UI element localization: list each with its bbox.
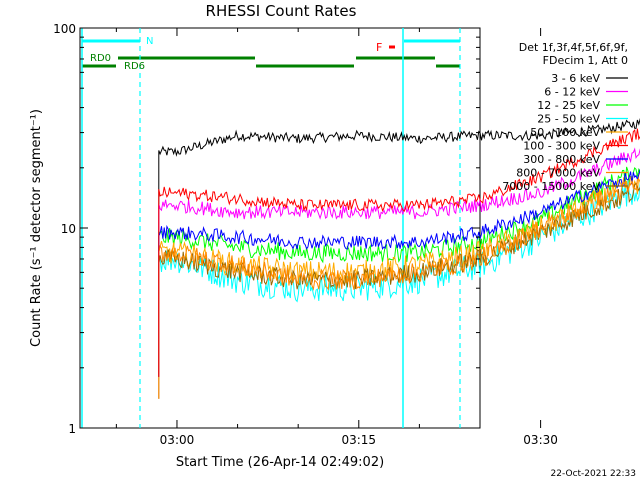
legend-entry: 3 - 6 keV — [551, 72, 600, 85]
y-tick-label: 100 — [53, 22, 76, 36]
series-line — [158, 182, 640, 399]
series-layer — [158, 118, 640, 399]
series-line — [158, 178, 640, 399]
series-line — [158, 180, 640, 377]
legend: Det 1f,3f,4f,5f,6f,9f,FDecim 1, Att 0 3 -… — [502, 41, 628, 193]
flag-label-night: N — [146, 36, 153, 47]
x-tick-label: 03:15 — [341, 433, 376, 447]
legend-entry: 800 - 7000 keV — [516, 167, 600, 180]
x-tick-label: 03:30 — [523, 433, 558, 447]
legend-header: Det 1f,3f,4f,5f,6f,9f, — [519, 41, 628, 54]
series-line — [158, 147, 640, 377]
x-axis-label: Start Time (26-Apr-14 02:49:02) — [176, 455, 384, 470]
x-tick-label: 03:00 — [160, 433, 195, 447]
series-line — [158, 118, 640, 377]
legend-entry: 6 - 12 keV — [544, 86, 600, 99]
series-line — [158, 172, 640, 377]
y-tick-label: 10 — [61, 222, 76, 236]
legend-entry: 12 - 25 keV — [537, 99, 600, 112]
legend-entry: 25 - 50 keV — [537, 113, 600, 126]
y-tick-label: 1 — [68, 422, 76, 436]
series-line — [158, 128, 640, 377]
flag-label-flare: F — [376, 41, 382, 54]
legend-entry: 100 - 300 keV — [523, 140, 600, 153]
flag-label-rd0: RD0 — [90, 53, 111, 64]
y-axis-label: Count Rate (s⁻¹ detector segment⁻¹) — [29, 109, 44, 347]
legend-entry: 50 - 100 keV — [530, 126, 600, 139]
legend-entry: 7000 - 15000 keV — [502, 180, 600, 193]
legend-header: FDecim 1, Att 0 — [543, 54, 628, 67]
footer-date: 22-Oct-2021 22:33 — [551, 469, 636, 479]
legend-entry: 300 - 800 keV — [523, 153, 600, 166]
chart-title: RHESSI Count Rates — [206, 2, 357, 20]
flag-label-rd6: RD6 — [124, 61, 145, 72]
series-line — [158, 168, 640, 377]
